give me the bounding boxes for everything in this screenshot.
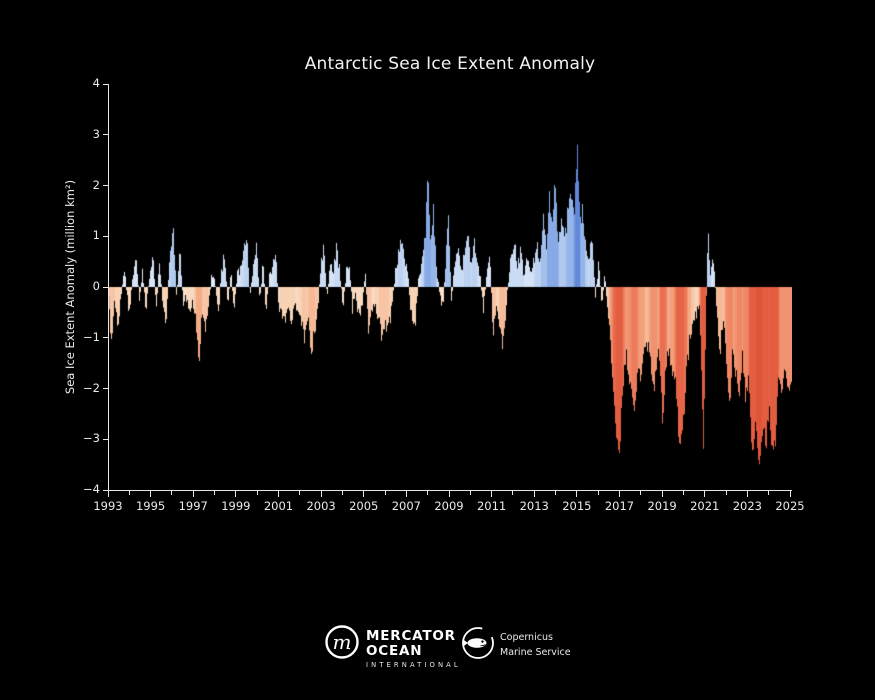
x-minor-tick-mark [469,491,471,495]
x-tick-mark [491,491,493,497]
x-tick-label: 2013 [519,499,549,513]
copernicus-circle-icon [462,627,494,659]
x-minor-tick-mark [214,491,216,495]
x-minor-tick-mark [640,491,642,495]
mercator-circle-icon [325,625,359,659]
x-tick-mark [746,491,748,497]
x-tick-mark [107,491,109,497]
copernicus-label-line1: Copernicus [500,632,553,643]
y-tick-label: −4 [83,482,100,496]
y-tick-mark [103,286,108,288]
mercator-wordmark-line1: MERCATOR [366,628,456,644]
mercator-monogram-icon: m [333,630,352,654]
y-tick-label: 3 [92,126,100,141]
x-tick-label: 2023 [732,499,763,513]
x-tick-label: 2011 [476,499,507,513]
chart-title: Antarctic Sea Ice Extent Anomaly [304,54,596,74]
y-tick-mark [103,438,108,440]
x-axis-spine [108,490,792,491]
y-tick-mark [103,185,108,186]
copernicus-marine-logo: Copernicus Marine Service [462,627,571,659]
x-tick-label: 2005 [349,499,379,513]
x-minor-tick-mark [512,491,514,495]
x-minor-tick-mark [555,491,557,495]
y-tick-label: 0 [92,279,100,293]
x-tick-mark [448,491,450,497]
fish-icon [462,638,487,648]
x-tick-label: 2003 [306,499,336,513]
copernicus-label-line2: Marine Service [500,647,571,658]
y-tick-label: 2 [92,177,100,192]
x-tick-label: 2015 [562,499,592,513]
x-minor-tick-mark [427,491,429,495]
y-tick-mark [103,388,108,389]
footer-logos: m MERCATOR OCEAN INTERNATIONAL Copernicu… [325,625,571,669]
mercator-ocean-logo: m MERCATOR OCEAN INTERNATIONAL [325,625,461,669]
x-tick-mark [704,491,706,497]
x-tick-mark [576,491,578,497]
x-tick-mark [405,491,407,497]
x-tick-label: 2009 [434,499,464,513]
x-tick-label: 2025 [775,499,805,513]
x-minor-tick-mark [299,491,301,495]
y-tick-label: −2 [83,380,100,395]
y-tick-label: 1 [92,228,100,243]
mercator-wordmark-line3: INTERNATIONAL [366,661,461,669]
x-minor-tick-mark [384,491,386,495]
x-minor-tick-mark [768,491,770,495]
x-minor-tick-mark [256,491,258,495]
y-tick-label: −1 [83,329,100,344]
x-tick-label: 1997 [178,499,208,513]
x-tick-mark [320,491,322,497]
x-minor-tick-mark [725,491,727,495]
y-tick-mark [103,235,108,237]
x-tick-mark [235,491,237,497]
y-tick-label: −3 [83,431,100,446]
y-tick-label: 4 [92,76,100,90]
x-tick-mark [150,491,152,497]
x-tick-label: 2019 [647,499,677,513]
y-axis-spine [108,84,109,491]
x-minor-tick-mark [597,491,599,495]
x-tick-label: 1999 [221,499,251,513]
y-tick-mark [103,134,108,136]
x-minor-tick-mark [341,491,343,495]
x-tick-label: 1995 [135,499,166,513]
x-tick-label: 1993 [93,499,123,513]
x-tick-mark [789,491,791,497]
y-tick-mark [103,337,108,339]
x-tick-label: 2007 [391,499,422,513]
x-minor-tick-mark [682,491,684,495]
mercator-wordmark-line2: OCEAN [366,643,422,659]
x-tick-mark [192,491,194,497]
x-minor-tick-mark [128,491,130,495]
x-minor-tick-mark [171,491,173,495]
x-tick-mark [661,491,663,497]
x-tick-mark [363,491,365,497]
x-tick-label: 2021 [690,499,720,513]
x-tick-mark [278,491,279,497]
y-tick-mark [103,83,108,85]
x-tick-label: 2017 [604,499,635,513]
x-tick-label: 2001 [263,499,294,513]
anomaly-series-plot [108,84,792,490]
x-tick-mark [619,491,620,497]
x-tick-mark [533,491,535,497]
y-tick-mark [103,489,108,491]
